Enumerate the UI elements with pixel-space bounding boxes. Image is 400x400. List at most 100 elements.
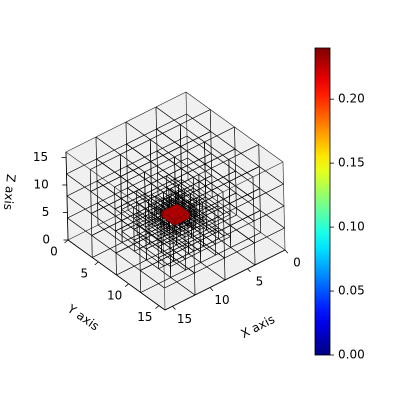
octree-edge: [174, 156, 176, 180]
octree-edge: [203, 235, 216, 245]
octree-edge: [229, 225, 232, 248]
octree-edge: [210, 131, 236, 150]
colorbar-tick-label: 0.00: [338, 348, 365, 362]
octree-edge: [161, 196, 170, 201]
octree-edge: [139, 270, 142, 293]
octree-edge: [202, 224, 216, 234]
octree-edge: [205, 196, 219, 206]
octree-edge: [156, 150, 158, 174]
octree-edge: [164, 272, 195, 289]
octree-edge: [258, 144, 284, 163]
octree-edge: [228, 144, 259, 160]
octree-edge: [190, 198, 197, 204]
octree-edge: [120, 139, 151, 155]
octree-edge: [199, 240, 202, 263]
octree-edge: [186, 113, 211, 132]
octree-edge: [259, 188, 261, 211]
octree-edge: [229, 166, 260, 182]
octree-edge: [148, 210, 161, 220]
octree-edge: [170, 240, 201, 256]
octree-edge: [158, 249, 174, 259]
octree-edge: [179, 124, 182, 147]
octree-edge: [180, 146, 206, 165]
octree-edge: [234, 148, 236, 172]
octree-edge: [189, 223, 196, 229]
octree-edge: [126, 143, 151, 162]
octree-edge: [284, 227, 286, 251]
tick-mark: [172, 305, 176, 310]
octree-edge: [121, 223, 138, 232]
octree-edge: [218, 227, 231, 237]
octree-edge: [188, 234, 204, 244]
octree-edge: [115, 252, 141, 271]
octree-edge: [229, 188, 260, 204]
octree-edge: [234, 126, 259, 145]
axis-line: [65, 151, 69, 241]
octree-edge: [150, 146, 181, 162]
tick-mark: [64, 239, 69, 244]
octree-edge: [222, 191, 224, 215]
octree-edge: [140, 270, 165, 289]
octree-edge: [138, 204, 164, 223]
octree-edge: [122, 234, 138, 243]
octree-edge: [192, 191, 224, 208]
axis-line: [164, 249, 286, 311]
octree-edge: [133, 210, 149, 219]
octree-edge: [260, 232, 286, 251]
octree-edge: [170, 189, 179, 195]
octree-edge: [115, 215, 146, 232]
octree-edge: [259, 166, 284, 185]
octree-edge: [186, 113, 188, 137]
octree-edge: [162, 221, 164, 245]
octree-edge: [188, 253, 201, 263]
octree-edge: [154, 220, 162, 226]
octree-edge: [186, 135, 188, 159]
octree-edge: [211, 175, 213, 198]
octree-edge: [259, 210, 262, 233]
octree-edge: [223, 213, 225, 237]
octree-edge: [170, 277, 196, 296]
octree-edge: [156, 212, 163, 218]
octree-edge: [174, 178, 200, 197]
z-tick-label: 0: [42, 233, 50, 247]
tick-mark: [124, 283, 129, 288]
octree-edge: [90, 191, 92, 214]
octree-edge: [97, 202, 99, 226]
octree-edge: [170, 193, 178, 199]
octree-edge: [202, 213, 216, 223]
octree-edge: [174, 163, 206, 180]
octree-edge: [121, 220, 147, 239]
z-tick-label: 10: [33, 178, 48, 192]
octree-edge: [145, 215, 147, 239]
octree-edge: [95, 121, 127, 138]
octree-edge: [230, 247, 256, 266]
octree-edge: [173, 250, 186, 260]
octree-edge: [150, 161, 152, 184]
octree-edge: [91, 213, 116, 232]
octree-edge: [230, 210, 261, 226]
octree-edge: [174, 230, 181, 236]
octree-edge: [188, 201, 196, 207]
octree-edge: [234, 148, 260, 167]
octree-edge: [91, 235, 93, 258]
octree-edge: [173, 261, 186, 271]
octree-edge: [189, 203, 197, 208]
octree-edge: [144, 171, 169, 190]
octree-edge: [215, 236, 231, 245]
octree-edge: [170, 262, 201, 278]
octree-edge: [145, 237, 147, 261]
octree-edge: [175, 185, 206, 202]
octree-edge: [136, 201, 149, 211]
octree-edge: [114, 193, 146, 210]
colorbar-tick-label: 0.10: [338, 220, 365, 234]
octree-edge: [184, 188, 191, 194]
octree-edge: [146, 252, 162, 261]
octree-edge: [202, 205, 219, 214]
octree-edge: [174, 225, 181, 231]
octree-edge: [157, 157, 188, 174]
octree-edge: [170, 255, 195, 274]
octree-edge: [95, 136, 97, 160]
octree-edge: [127, 172, 158, 189]
octree-edge: [121, 198, 146, 217]
octree-edge: [138, 189, 169, 205]
